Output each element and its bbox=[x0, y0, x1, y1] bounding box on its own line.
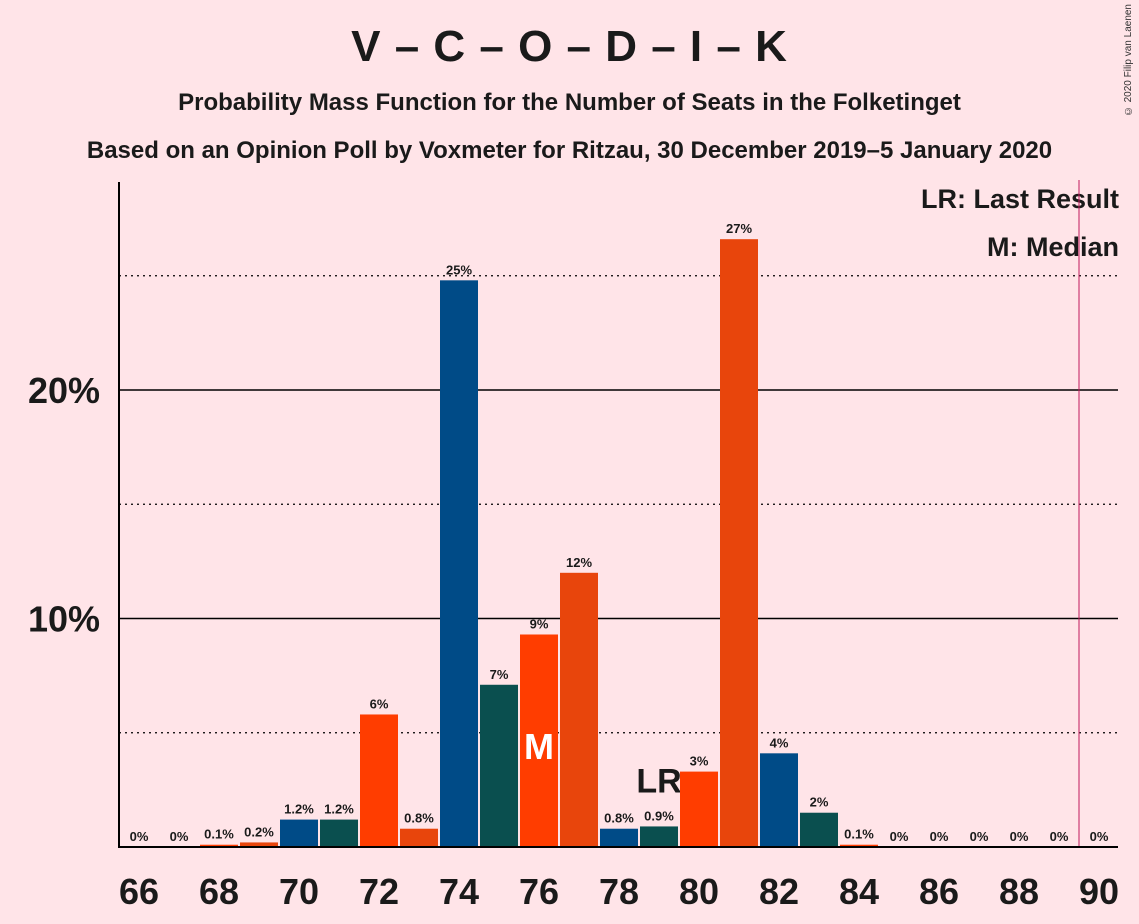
x-tick-label: 90 bbox=[1079, 871, 1119, 912]
legend-median: M: Median bbox=[987, 232, 1119, 262]
bar-label-88: 0% bbox=[1010, 829, 1029, 844]
bars: 0% 0% 0.1% 0.2% 1.2% 1.2% 6% 0.8% 25% 7% 9% M 12% 0.8… bbox=[130, 221, 1109, 847]
bar-label-86: 0% bbox=[930, 829, 949, 844]
bar-82 bbox=[760, 753, 798, 847]
bar-80 bbox=[680, 771, 718, 847]
x-tick-label: 86 bbox=[919, 871, 959, 912]
bar-69 bbox=[240, 842, 278, 847]
x-tick-label: 70 bbox=[279, 871, 319, 912]
bar-label-76: 9% bbox=[530, 616, 549, 631]
bar-83 bbox=[800, 812, 838, 847]
bar-78 bbox=[600, 828, 638, 847]
axes: 66 68 70 72 74 76 78 80 82 84 86 88 90 10% 20% bbox=[28, 182, 1119, 912]
bar-84 bbox=[840, 844, 878, 847]
x-tick-label: 82 bbox=[759, 871, 799, 912]
x-tick-label: 76 bbox=[519, 871, 559, 912]
bar-label-84: 0.1% bbox=[844, 827, 874, 842]
x-tick-label: 88 bbox=[999, 871, 1039, 912]
bar-label-80: 3% bbox=[690, 754, 709, 769]
bar-label-70: 1.2% bbox=[284, 802, 314, 817]
bar-74 bbox=[440, 280, 478, 847]
bar-70 bbox=[280, 819, 318, 847]
chart-subtitle-source: Based on an Opinion Poll by Voxmeter for… bbox=[86, 137, 1053, 164]
bar-label-71: 1.2% bbox=[324, 802, 354, 817]
grid-lines bbox=[119, 180, 1118, 847]
bar-label-82: 4% bbox=[770, 735, 789, 750]
bar-label-67: 0% bbox=[170, 829, 189, 844]
bar-label-68: 0.1% bbox=[204, 827, 234, 842]
y-tick-label: 10% bbox=[28, 599, 100, 640]
x-tick-label: 80 bbox=[679, 871, 719, 912]
x-tick-label: 78 bbox=[599, 871, 639, 912]
bar-71 bbox=[320, 819, 358, 847]
bar-label-85: 0% bbox=[890, 829, 909, 844]
bar-label-73: 0.8% bbox=[404, 811, 434, 826]
x-tick-label: 74 bbox=[439, 871, 479, 912]
bar-68 bbox=[200, 844, 238, 847]
bar-label-90: 0% bbox=[1090, 829, 1109, 844]
bar-72 bbox=[360, 714, 398, 847]
bar-label-89: 0% bbox=[1050, 829, 1069, 844]
bar-label-79: 0.9% bbox=[644, 808, 674, 823]
legend-last-result: LR: Last Result bbox=[920, 184, 1119, 214]
last-result-marker: LR bbox=[636, 762, 681, 800]
chart-subtitle: Probability Mass Function for the Number… bbox=[178, 89, 961, 116]
median-marker: M bbox=[524, 726, 554, 767]
bar-81 bbox=[720, 239, 758, 847]
x-tick-label: 84 bbox=[839, 871, 879, 912]
bar-label-83: 2% bbox=[810, 795, 829, 810]
bar-label-75: 7% bbox=[490, 667, 509, 682]
bar-label-69: 0.2% bbox=[244, 824, 274, 839]
bar-75 bbox=[480, 684, 518, 847]
bar-label-66: 0% bbox=[130, 829, 149, 844]
x-tick-label: 66 bbox=[119, 871, 159, 912]
bar-73 bbox=[400, 828, 438, 847]
x-tick-label: 68 bbox=[199, 871, 239, 912]
y-tick-label: 20% bbox=[28, 370, 100, 411]
chart-title: V – C – O – D – I – K bbox=[351, 22, 788, 71]
bar-77 bbox=[560, 572, 598, 847]
bar-label-81: 27% bbox=[726, 221, 752, 236]
bar-label-87: 0% bbox=[970, 829, 989, 844]
bar-label-78: 0.8% bbox=[604, 811, 634, 826]
bar-label-72: 6% bbox=[370, 696, 389, 711]
bar-79 bbox=[640, 826, 678, 847]
bar-76 bbox=[520, 634, 558, 847]
bar-label-74: 25% bbox=[446, 262, 472, 277]
x-tick-label: 72 bbox=[359, 871, 399, 912]
bar-label-77: 12% bbox=[566, 555, 592, 570]
